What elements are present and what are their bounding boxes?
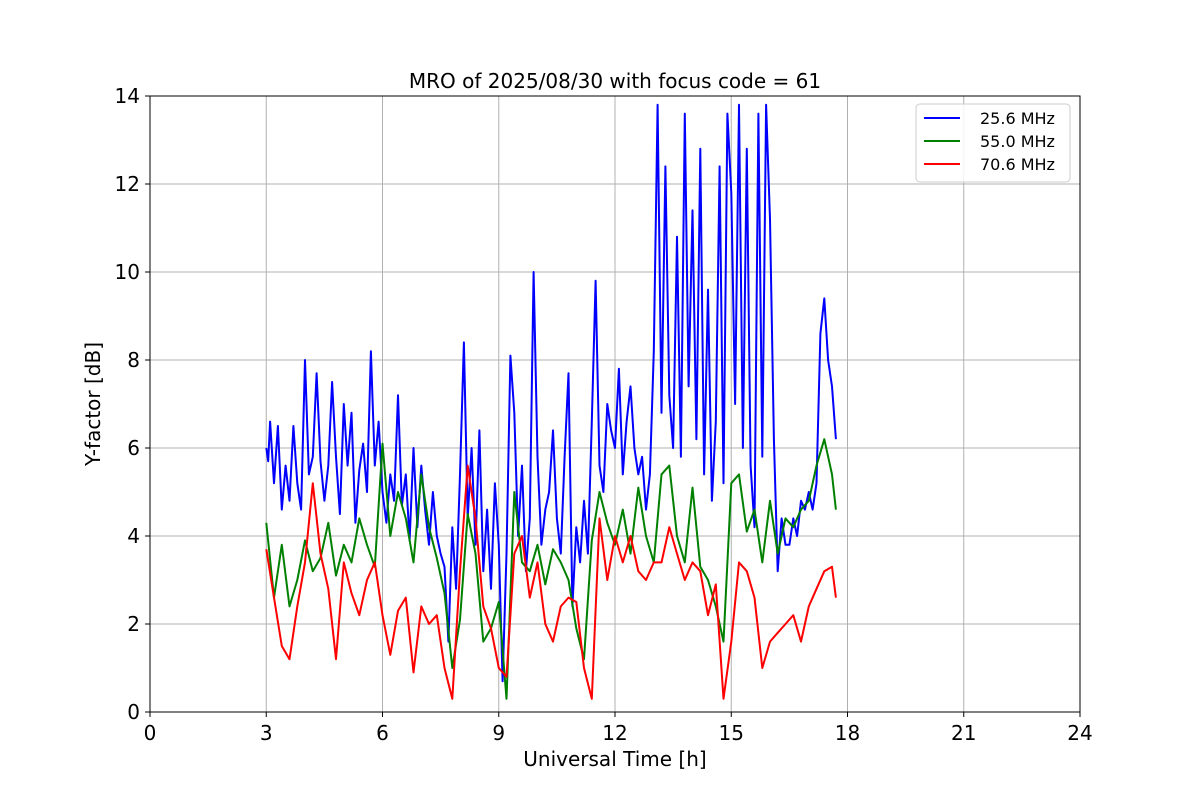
chart-title: MRO of 2025/08/30 with focus code = 61 xyxy=(409,69,821,93)
y-tick-label: 2 xyxy=(127,612,140,636)
legend-box xyxy=(915,103,1071,183)
y-tick-label: 14 xyxy=(115,84,140,108)
legend-label-3: 70.6 MHz xyxy=(980,155,1055,174)
x-tick-label: 6 xyxy=(376,721,389,745)
x-tick-label: 24 xyxy=(1067,721,1092,745)
legend: 25.6 MHz 55.0 MHz 70.6 MHz xyxy=(915,103,1071,183)
series-line-3 xyxy=(265,464,837,700)
series-layer xyxy=(265,103,837,700)
y-tick-label: 12 xyxy=(115,172,140,196)
series-line-1 xyxy=(265,103,837,683)
y-axis-label: Y-factor [dB] xyxy=(81,342,105,467)
x-tick-label: 0 xyxy=(144,721,157,745)
legend-label-2: 55.0 MHz xyxy=(980,132,1055,151)
x-axis-label: Universal Time [h] xyxy=(523,747,706,771)
y-tick-label: 10 xyxy=(115,260,140,284)
x-tick-label: 3 xyxy=(260,721,273,745)
legend-label-1: 25.6 MHz xyxy=(980,109,1055,128)
x-tick-label: 15 xyxy=(719,721,744,745)
series-line-2 xyxy=(265,438,837,700)
y-tick-label: 8 xyxy=(127,348,140,372)
x-tick-label: 12 xyxy=(602,721,627,745)
x-tick-label: 18 xyxy=(835,721,860,745)
x-tick-label: 21 xyxy=(951,721,976,745)
x-tick-label: 9 xyxy=(492,721,505,745)
y-tick-label: 4 xyxy=(127,524,140,548)
y-tick-label: 0 xyxy=(127,700,140,724)
y-tick-label: 6 xyxy=(127,436,140,460)
